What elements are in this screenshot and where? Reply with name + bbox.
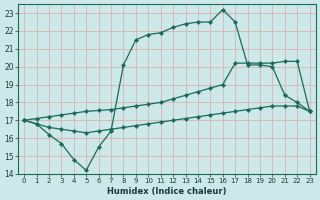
X-axis label: Humidex (Indice chaleur): Humidex (Indice chaleur) — [107, 187, 227, 196]
